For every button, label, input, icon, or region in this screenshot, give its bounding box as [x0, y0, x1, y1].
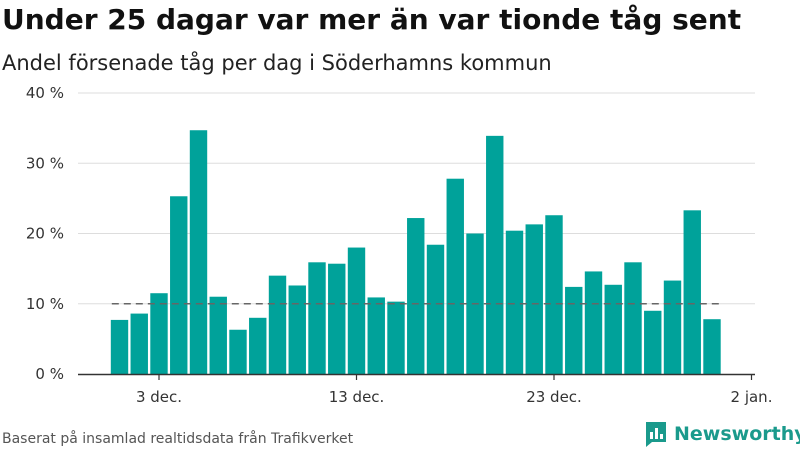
bar: [288, 285, 306, 374]
source-note: Baserat på insamlad realtidsdata från Tr…: [2, 431, 354, 447]
bar: [565, 286, 583, 374]
bar: [446, 178, 464, 374]
newsworthy-logo-icon: [646, 422, 666, 447]
bar: [130, 313, 148, 374]
bar: [584, 271, 603, 374]
bar: [505, 230, 524, 374]
x-tick-label: 13 dec.: [329, 388, 385, 406]
chart-subtitle: Andel försenade tåg per dag i Söderhamns…: [2, 51, 552, 75]
bar: [644, 310, 662, 374]
bar: [604, 284, 622, 374]
bar: [110, 319, 129, 374]
bar: [229, 329, 247, 374]
y-tick-label: 30 %: [26, 154, 64, 172]
x-tick-label: 3 dec.: [136, 388, 182, 406]
bar: [347, 247, 366, 374]
bar: [624, 262, 642, 374]
brand-logo: Newsworthy: [644, 420, 800, 448]
bar: [525, 224, 543, 374]
bar: [486, 135, 504, 374]
bar: [328, 263, 346, 374]
chart-title: Under 25 dagar var mer än var tionde tåg…: [2, 3, 742, 36]
bar: [189, 130, 208, 374]
bar: [209, 296, 227, 374]
x-tick-label: 2 jan.: [731, 388, 773, 406]
bar: [426, 244, 445, 374]
bar: [387, 301, 405, 374]
bar: [683, 210, 701, 374]
bar: [268, 275, 287, 374]
bar: [308, 262, 326, 374]
bar: [249, 317, 267, 374]
bar: [407, 218, 425, 374]
x-tick-label: 23 dec.: [526, 388, 582, 406]
bar: [367, 297, 385, 374]
bar: [170, 196, 188, 374]
bar: [663, 280, 682, 374]
brand-name: Newsworthy: [674, 423, 800, 445]
y-tick-label: 20 %: [26, 225, 64, 243]
bar: [150, 293, 168, 374]
bar: [545, 215, 563, 374]
y-tick-label: 10 %: [26, 295, 64, 313]
bar: [703, 319, 721, 374]
y-tick-label: 0 %: [35, 365, 64, 383]
y-tick-label: 40 %: [26, 84, 64, 102]
